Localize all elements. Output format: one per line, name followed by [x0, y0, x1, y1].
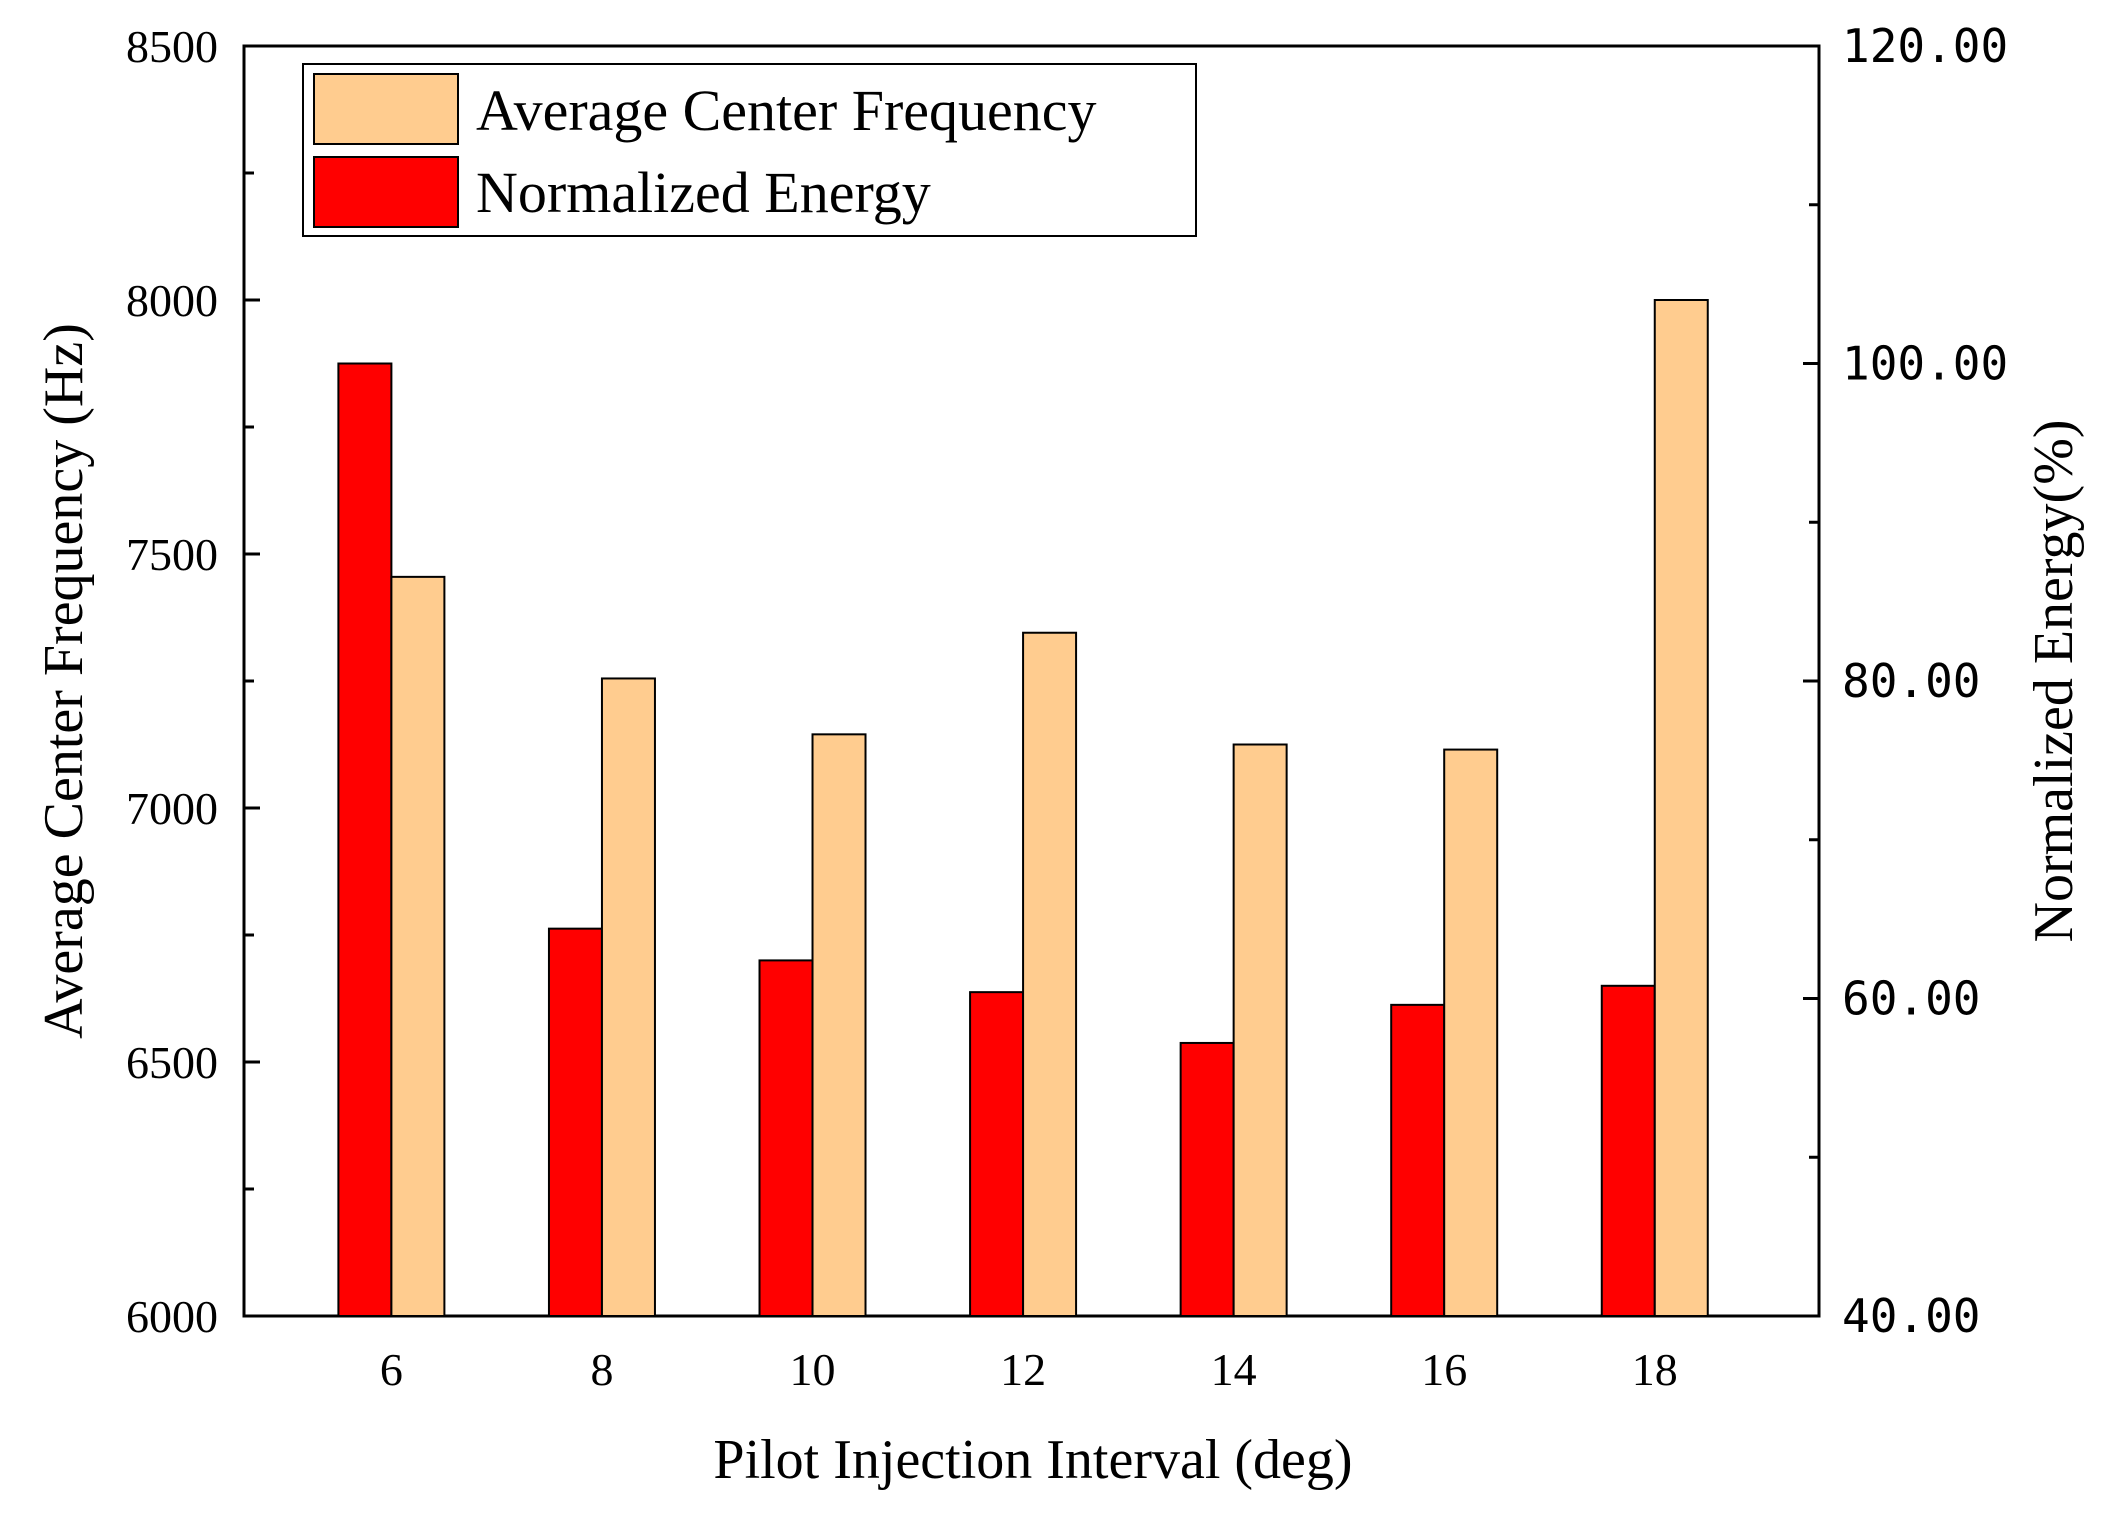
x-tick-label-14: 14: [1211, 1344, 1257, 1395]
legend: Average Center Frequency Normalized Ener…: [302, 63, 1197, 237]
bar-normalized-energy-12: [969, 991, 1025, 1318]
y-tick-label-6000: 6000: [126, 1291, 218, 1342]
y2-tick-label-80.00: 80.00: [1842, 654, 1980, 708]
bar-average-center-frequency-10: [811, 733, 867, 1317]
bar-average-center-frequency-12: [1022, 631, 1078, 1317]
bar-normalized-energy-6: [337, 362, 393, 1317]
y2-tick-label-60.00: 60.00: [1842, 972, 1980, 1026]
x-tick-label-10: 10: [790, 1344, 836, 1395]
bar-average-center-frequency-6: [390, 575, 446, 1317]
y-tick-label-8500: 8500: [126, 21, 218, 72]
bar-normalized-energy-8: [547, 927, 603, 1318]
bar-average-center-frequency-8: [600, 677, 656, 1317]
x-axis-title: Pilot Injection Interval (deg): [713, 1429, 1352, 1491]
x-tick-label-8: 8: [590, 1344, 613, 1395]
bar-average-center-frequency-18: [1653, 299, 1709, 1317]
y-axis-title: Average Center Frequency (Hz): [33, 323, 95, 1039]
y-tick-label-7000: 7000: [126, 783, 218, 834]
bar-average-center-frequency-14: [1232, 743, 1288, 1317]
x-tick-label-12: 12: [1000, 1344, 1046, 1395]
bar-normalized-energy-10: [758, 959, 814, 1318]
x-tick-label-6: 6: [380, 1344, 403, 1395]
legend-swatch-normalized-energy: [313, 156, 459, 228]
bar-normalized-energy-16: [1390, 1003, 1446, 1317]
y2-axis-title: Normalized Energy(%): [2023, 420, 2085, 943]
legend-swatch-average-center-frequency: [313, 73, 459, 145]
bar-normalized-energy-14: [1179, 1041, 1235, 1317]
y2-tick-label-40.00: 40.00: [1842, 1289, 1980, 1343]
x-tick-label-16: 16: [1421, 1344, 1467, 1395]
ticks: 6 8 10 12 14 16 18 6000 6500 7000 7500 8000 8500 40.0…: [126, 19, 2008, 1395]
x-tick-label-18: 18: [1632, 1344, 1678, 1395]
legend-label-average-center-frequency: Average Center Frequency: [476, 78, 1097, 143]
y-tick-label-6500: 6500: [126, 1037, 218, 1088]
bar-normalized-energy-18: [1600, 984, 1656, 1317]
y2-tick-label-100.00: 100.00: [1842, 337, 2008, 391]
bars: [337, 299, 1709, 1318]
bar-average-center-frequency-16: [1443, 748, 1499, 1317]
y-tick-label-7500: 7500: [126, 529, 218, 580]
y2-tick-label-120.00: 120.00: [1842, 19, 2008, 73]
legend-label-normalized-energy: Normalized Energy: [476, 160, 931, 225]
y-tick-label-8000: 8000: [126, 275, 218, 326]
